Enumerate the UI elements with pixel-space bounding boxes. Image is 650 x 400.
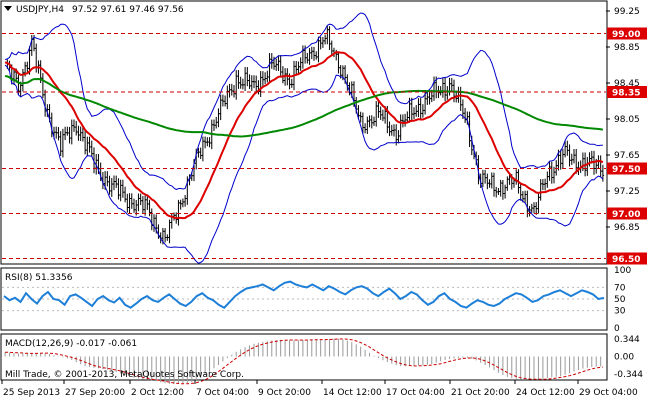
bollinger-lower-line	[4, 64, 604, 264]
level-label-box	[607, 27, 647, 40]
price-axis-label: 97.25	[614, 187, 640, 197]
price-axis-label: 99.25	[614, 7, 640, 17]
price-axis-label: 98.45	[614, 79, 640, 89]
moving-average-fast-line	[4, 51, 604, 220]
time-axis-label: 17 Oct 04:00	[386, 388, 445, 398]
support-resistance-levels: 99.00 98.35 97.50 97.00 96.50	[2, 27, 647, 265]
rsi-axis-label: 30	[614, 307, 626, 317]
rsi-line	[3, 280, 605, 309]
level-label: 97.00	[612, 210, 640, 220]
time-axis-label: 2 Oct 12:00	[131, 388, 184, 398]
copyright-text: Mill Trade, © 2001-2013, MetaQuotes Soft…	[5, 370, 244, 380]
price-axis-label: 98.05	[614, 115, 640, 125]
time-axis-label: 14 Oct 12:00	[323, 388, 382, 398]
macd-axis-label: 0.344	[614, 335, 640, 345]
rsi-axis-label: 100	[614, 266, 631, 276]
time-axis-label: 7 Oct 04:00	[196, 388, 249, 398]
rsi-axis-label: 50	[614, 295, 626, 305]
price-panel-frame	[0, 0, 608, 265]
rsi-title: RSI(8) 51.3356	[5, 273, 73, 283]
price-series-layer	[4, 12, 605, 264]
level-label: 96.50	[612, 255, 640, 265]
moving-average-slow-line	[4, 75, 604, 138]
rsi-series-layer	[2, 280, 606, 312]
macd-signal-line	[5, 338, 603, 385]
symbol-title: USDJPY,H4	[16, 5, 64, 15]
time-axis-label: 24 Oct 12:00	[516, 388, 575, 398]
macd-axis-label: 0.00	[614, 352, 634, 362]
macd-axis-label: -0.344	[614, 370, 643, 380]
macd-series-layer	[4, 338, 603, 385]
time-axis-label: 9 Oct 20:00	[258, 388, 311, 398]
time-axis-label: 25 Sep 2013	[3, 388, 60, 398]
ohlc-readout: 97.52 97.61 97.46 97.56	[72, 5, 184, 15]
time-axis-label: 29 Oct 04:00	[579, 388, 638, 398]
dropdown-arrow-icon[interactable]	[4, 6, 12, 11]
price-axis-label: 97.65	[614, 151, 640, 161]
price-axis-label: 98.85	[614, 43, 640, 53]
rsi-axis-label: 0	[614, 324, 620, 334]
level-label: 97.50	[612, 165, 640, 175]
level-label-box	[607, 252, 647, 265]
axes-layer: 99.25 98.85 98.45 98.05 97.65 97.25 96.85 100 70…	[1, 7, 643, 398]
level-label: 99.00	[612, 30, 640, 40]
time-axis-label: 27 Sep 20:00	[65, 388, 125, 398]
macd-title: MACD(12,26,9) -0.017 -0.061	[5, 339, 137, 349]
price-axis-label: 96.85	[614, 223, 640, 233]
bollinger-upper-line	[4, 12, 603, 191]
level-label-box	[607, 162, 647, 175]
level-label-box	[607, 207, 647, 220]
rsi-axis-label: 70	[614, 283, 626, 293]
time-axis-label: 21 Oct 20:00	[451, 388, 510, 398]
level-label: 98.35	[612, 89, 640, 99]
level-label-box	[607, 86, 647, 98]
